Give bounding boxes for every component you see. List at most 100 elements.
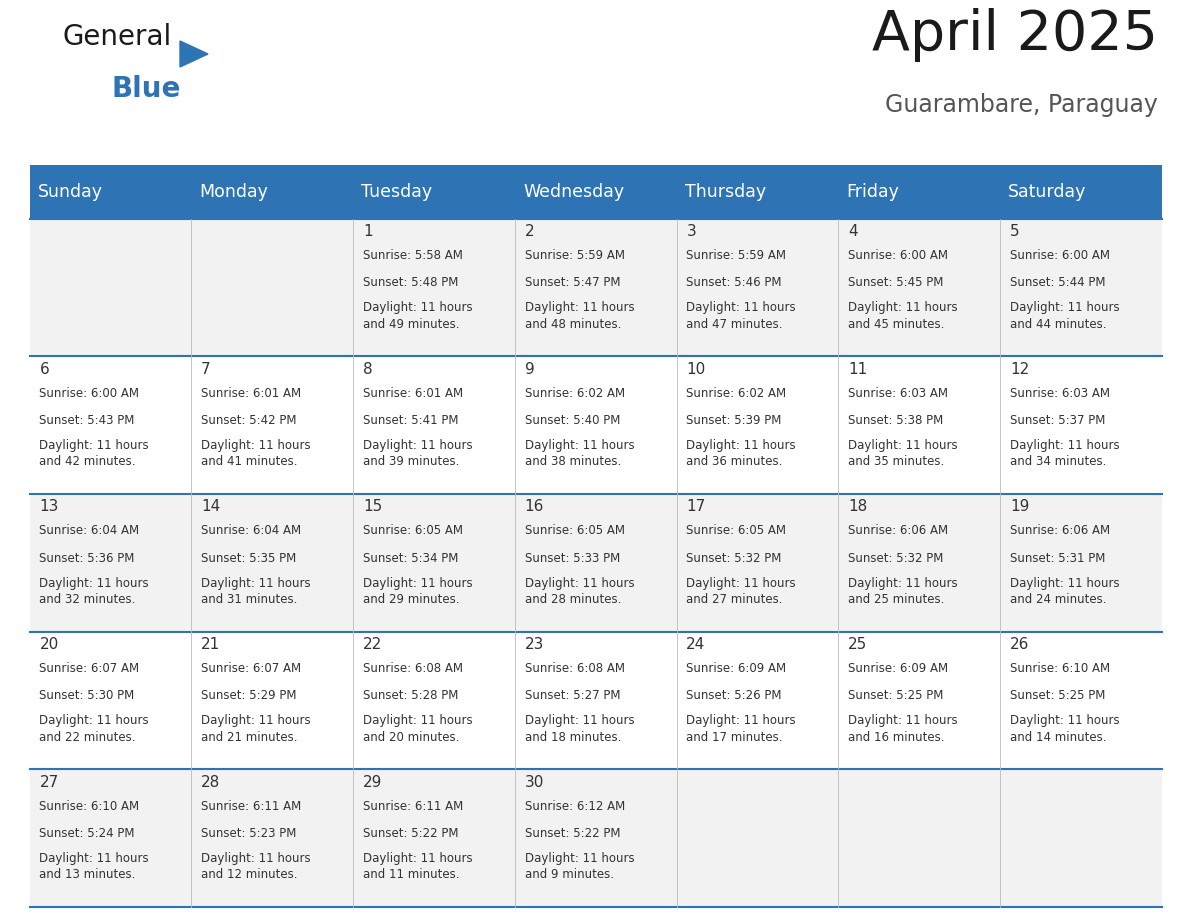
Text: Sunrise: 6:00 AM: Sunrise: 6:00 AM [39, 386, 139, 399]
Bar [30, 494, 191, 632]
Text: Daylight: 11 hours
and 22 minutes.: Daylight: 11 hours and 22 minutes. [39, 714, 148, 744]
Bar [514, 769, 677, 907]
Text: Daylight: 11 hours
and 48 minutes.: Daylight: 11 hours and 48 minutes. [525, 301, 634, 330]
Text: Sunset: 5:45 PM: Sunset: 5:45 PM [848, 276, 943, 289]
Bar [353, 356, 514, 494]
Text: Saturday: Saturday [1009, 183, 1087, 201]
Bar [191, 769, 353, 907]
Text: Sunset: 5:43 PM: Sunset: 5:43 PM [39, 414, 134, 427]
Text: 11: 11 [848, 362, 867, 376]
Text: Monday: Monday [200, 183, 268, 201]
Text: Daylight: 11 hours
and 13 minutes.: Daylight: 11 hours and 13 minutes. [39, 852, 148, 881]
Text: Sunset: 5:42 PM: Sunset: 5:42 PM [201, 414, 297, 427]
Bar [1000, 218, 1162, 356]
Bar [677, 218, 839, 356]
Text: Daylight: 11 hours
and 28 minutes.: Daylight: 11 hours and 28 minutes. [525, 577, 634, 606]
Bar [514, 165, 677, 218]
Text: Sunset: 5:28 PM: Sunset: 5:28 PM [362, 689, 459, 702]
Text: 14: 14 [201, 499, 221, 514]
Text: General: General [62, 23, 171, 51]
Text: Daylight: 11 hours
and 11 minutes.: Daylight: 11 hours and 11 minutes. [362, 852, 473, 881]
Text: 21: 21 [201, 637, 221, 652]
Text: 20: 20 [39, 637, 58, 652]
Text: 17: 17 [687, 499, 706, 514]
Text: Sunset: 5:46 PM: Sunset: 5:46 PM [687, 276, 782, 289]
Text: 12: 12 [1010, 362, 1029, 376]
Text: 13: 13 [39, 499, 58, 514]
Text: 22: 22 [362, 637, 383, 652]
Text: 16: 16 [525, 499, 544, 514]
Polygon shape [181, 41, 208, 67]
Bar [514, 356, 677, 494]
Text: Sunset: 5:36 PM: Sunset: 5:36 PM [39, 552, 134, 565]
Bar [30, 165, 191, 218]
Text: Sunrise: 6:07 AM: Sunrise: 6:07 AM [201, 662, 302, 675]
Text: Sunset: 5:39 PM: Sunset: 5:39 PM [687, 414, 782, 427]
Text: Sunrise: 6:00 AM: Sunrise: 6:00 AM [1010, 249, 1110, 262]
Text: Daylight: 11 hours
and 21 minutes.: Daylight: 11 hours and 21 minutes. [201, 714, 311, 744]
Text: Sunset: 5:44 PM: Sunset: 5:44 PM [1010, 276, 1105, 289]
Text: Sunrise: 6:11 AM: Sunrise: 6:11 AM [201, 800, 302, 812]
Bar [30, 356, 191, 494]
Bar [353, 218, 514, 356]
Text: Sunrise: 6:11 AM: Sunrise: 6:11 AM [362, 800, 463, 812]
Bar [514, 494, 677, 632]
Text: Sunrise: 6:00 AM: Sunrise: 6:00 AM [848, 249, 948, 262]
Bar [191, 356, 353, 494]
Text: Sunset: 5:34 PM: Sunset: 5:34 PM [362, 552, 459, 565]
Text: Sunrise: 6:02 AM: Sunrise: 6:02 AM [525, 386, 625, 399]
Text: Sunrise: 6:06 AM: Sunrise: 6:06 AM [1010, 524, 1110, 537]
Text: 10: 10 [687, 362, 706, 376]
Text: 23: 23 [525, 637, 544, 652]
Text: Sunset: 5:23 PM: Sunset: 5:23 PM [201, 827, 297, 840]
Text: 5: 5 [1010, 224, 1019, 240]
Text: Daylight: 11 hours
and 39 minutes.: Daylight: 11 hours and 39 minutes. [362, 439, 473, 468]
Text: Daylight: 11 hours
and 32 minutes.: Daylight: 11 hours and 32 minutes. [39, 577, 148, 606]
Text: April 2025: April 2025 [872, 8, 1158, 62]
Text: Sunrise: 6:03 AM: Sunrise: 6:03 AM [1010, 386, 1110, 399]
Text: 7: 7 [201, 362, 210, 376]
Bar [677, 356, 839, 494]
Text: Friday: Friday [847, 183, 899, 201]
Text: Sunset: 5:33 PM: Sunset: 5:33 PM [525, 552, 620, 565]
Text: Daylight: 11 hours
and 34 minutes.: Daylight: 11 hours and 34 minutes. [1010, 439, 1119, 468]
Text: Daylight: 11 hours
and 31 minutes.: Daylight: 11 hours and 31 minutes. [201, 577, 311, 606]
Text: 30: 30 [525, 775, 544, 789]
Text: Daylight: 11 hours
and 29 minutes.: Daylight: 11 hours and 29 minutes. [362, 577, 473, 606]
Text: 8: 8 [362, 362, 373, 376]
Text: Daylight: 11 hours
and 49 minutes.: Daylight: 11 hours and 49 minutes. [362, 301, 473, 330]
Bar [1000, 165, 1162, 218]
Text: Daylight: 11 hours
and 44 minutes.: Daylight: 11 hours and 44 minutes. [1010, 301, 1119, 330]
Text: Tuesday: Tuesday [361, 183, 432, 201]
Text: Sunset: 5:29 PM: Sunset: 5:29 PM [201, 689, 297, 702]
Text: 2: 2 [525, 224, 535, 240]
Text: Sunset: 5:38 PM: Sunset: 5:38 PM [848, 414, 943, 427]
Text: 19: 19 [1010, 499, 1029, 514]
Text: Wednesday: Wednesday [523, 183, 624, 201]
Text: 15: 15 [362, 499, 383, 514]
Bar [839, 769, 1000, 907]
Bar [514, 218, 677, 356]
Text: 18: 18 [848, 499, 867, 514]
Text: Sunset: 5:22 PM: Sunset: 5:22 PM [362, 827, 459, 840]
Bar [677, 632, 839, 769]
Text: Sunrise: 6:06 AM: Sunrise: 6:06 AM [848, 524, 948, 537]
Text: Sunset: 5:32 PM: Sunset: 5:32 PM [687, 552, 782, 565]
Text: Daylight: 11 hours
and 25 minutes.: Daylight: 11 hours and 25 minutes. [848, 577, 958, 606]
Text: Sunrise: 5:58 AM: Sunrise: 5:58 AM [362, 249, 463, 262]
Text: Daylight: 11 hours
and 18 minutes.: Daylight: 11 hours and 18 minutes. [525, 714, 634, 744]
Text: Sunrise: 6:07 AM: Sunrise: 6:07 AM [39, 662, 139, 675]
Text: Sunrise: 6:10 AM: Sunrise: 6:10 AM [39, 800, 139, 812]
Text: Daylight: 11 hours
and 9 minutes.: Daylight: 11 hours and 9 minutes. [525, 852, 634, 881]
Text: Sunrise: 6:08 AM: Sunrise: 6:08 AM [362, 662, 463, 675]
Text: Daylight: 11 hours
and 36 minutes.: Daylight: 11 hours and 36 minutes. [687, 439, 796, 468]
Text: Sunrise: 6:09 AM: Sunrise: 6:09 AM [687, 662, 786, 675]
Bar [353, 165, 514, 218]
Text: Daylight: 11 hours
and 16 minutes.: Daylight: 11 hours and 16 minutes. [848, 714, 958, 744]
Text: Daylight: 11 hours
and 20 minutes.: Daylight: 11 hours and 20 minutes. [362, 714, 473, 744]
Text: Sunset: 5:32 PM: Sunset: 5:32 PM [848, 552, 943, 565]
Bar [1000, 769, 1162, 907]
Bar [353, 632, 514, 769]
Text: Sunset: 5:37 PM: Sunset: 5:37 PM [1010, 414, 1105, 427]
Bar [677, 769, 839, 907]
